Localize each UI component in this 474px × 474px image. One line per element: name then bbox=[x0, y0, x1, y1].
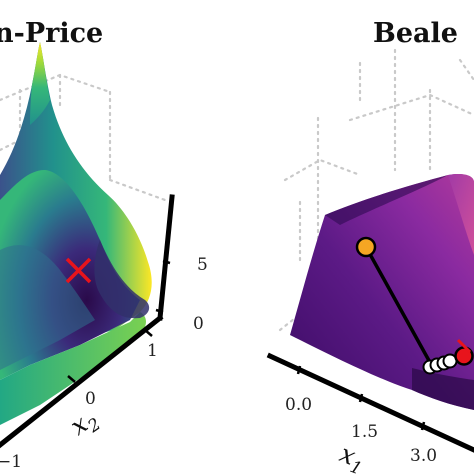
left-z-tick-5 bbox=[162, 259, 171, 265]
left-chart-title: n-Price bbox=[0, 18, 103, 49]
right-x-tick-2 bbox=[420, 421, 426, 431]
right-grid bbox=[278, 48, 474, 332]
left-y-tick-label-neg1: −1 bbox=[0, 452, 22, 472]
left-surface bbox=[0, 42, 152, 425]
right-x-tick-0 bbox=[296, 365, 302, 375]
left-z-tick-label-0: 0 bbox=[193, 314, 204, 334]
right-x-axis-label: x1 bbox=[334, 439, 370, 474]
left-y-tick-1 bbox=[144, 329, 153, 337]
left-y-axis-label: x2 bbox=[65, 403, 105, 445]
right-x-tick-label-2: 3.0 bbox=[410, 446, 437, 466]
left-y-axis bbox=[0, 314, 164, 449]
svg-text:x2: x2 bbox=[65, 403, 105, 445]
left-panel: 5 0 1 0 −1 x2 n-Price bbox=[0, 18, 208, 472]
left-minimum-marker bbox=[65, 257, 92, 284]
left-y-tick-label-1: 1 bbox=[147, 341, 158, 361]
left-y-tick-0 bbox=[67, 375, 76, 383]
right-minimum-marker bbox=[456, 338, 472, 354]
right-x-axis bbox=[266, 352, 474, 453]
right-x-tick-1 bbox=[358, 393, 364, 403]
right-chart-title: Beale bbox=[373, 18, 458, 49]
left-y-tick-label-0: 0 bbox=[85, 389, 96, 409]
trajectory-start-point bbox=[355, 236, 377, 258]
left-z-tick-0 bbox=[155, 308, 164, 314]
right-x-tick-label-1: 1.5 bbox=[351, 422, 378, 442]
right-surface bbox=[290, 173, 474, 410]
left-grid bbox=[0, 73, 167, 202]
svg-text:x1: x1 bbox=[334, 439, 370, 474]
right-x-tick-label-0: 0.0 bbox=[285, 395, 312, 415]
right-panel: 0.0 1.5 3.0 x1 Beale bbox=[266, 18, 474, 474]
left-z-axis bbox=[157, 194, 175, 321]
right-trajectory bbox=[355, 236, 474, 375]
left-z-tick-label-5: 5 bbox=[197, 255, 208, 275]
